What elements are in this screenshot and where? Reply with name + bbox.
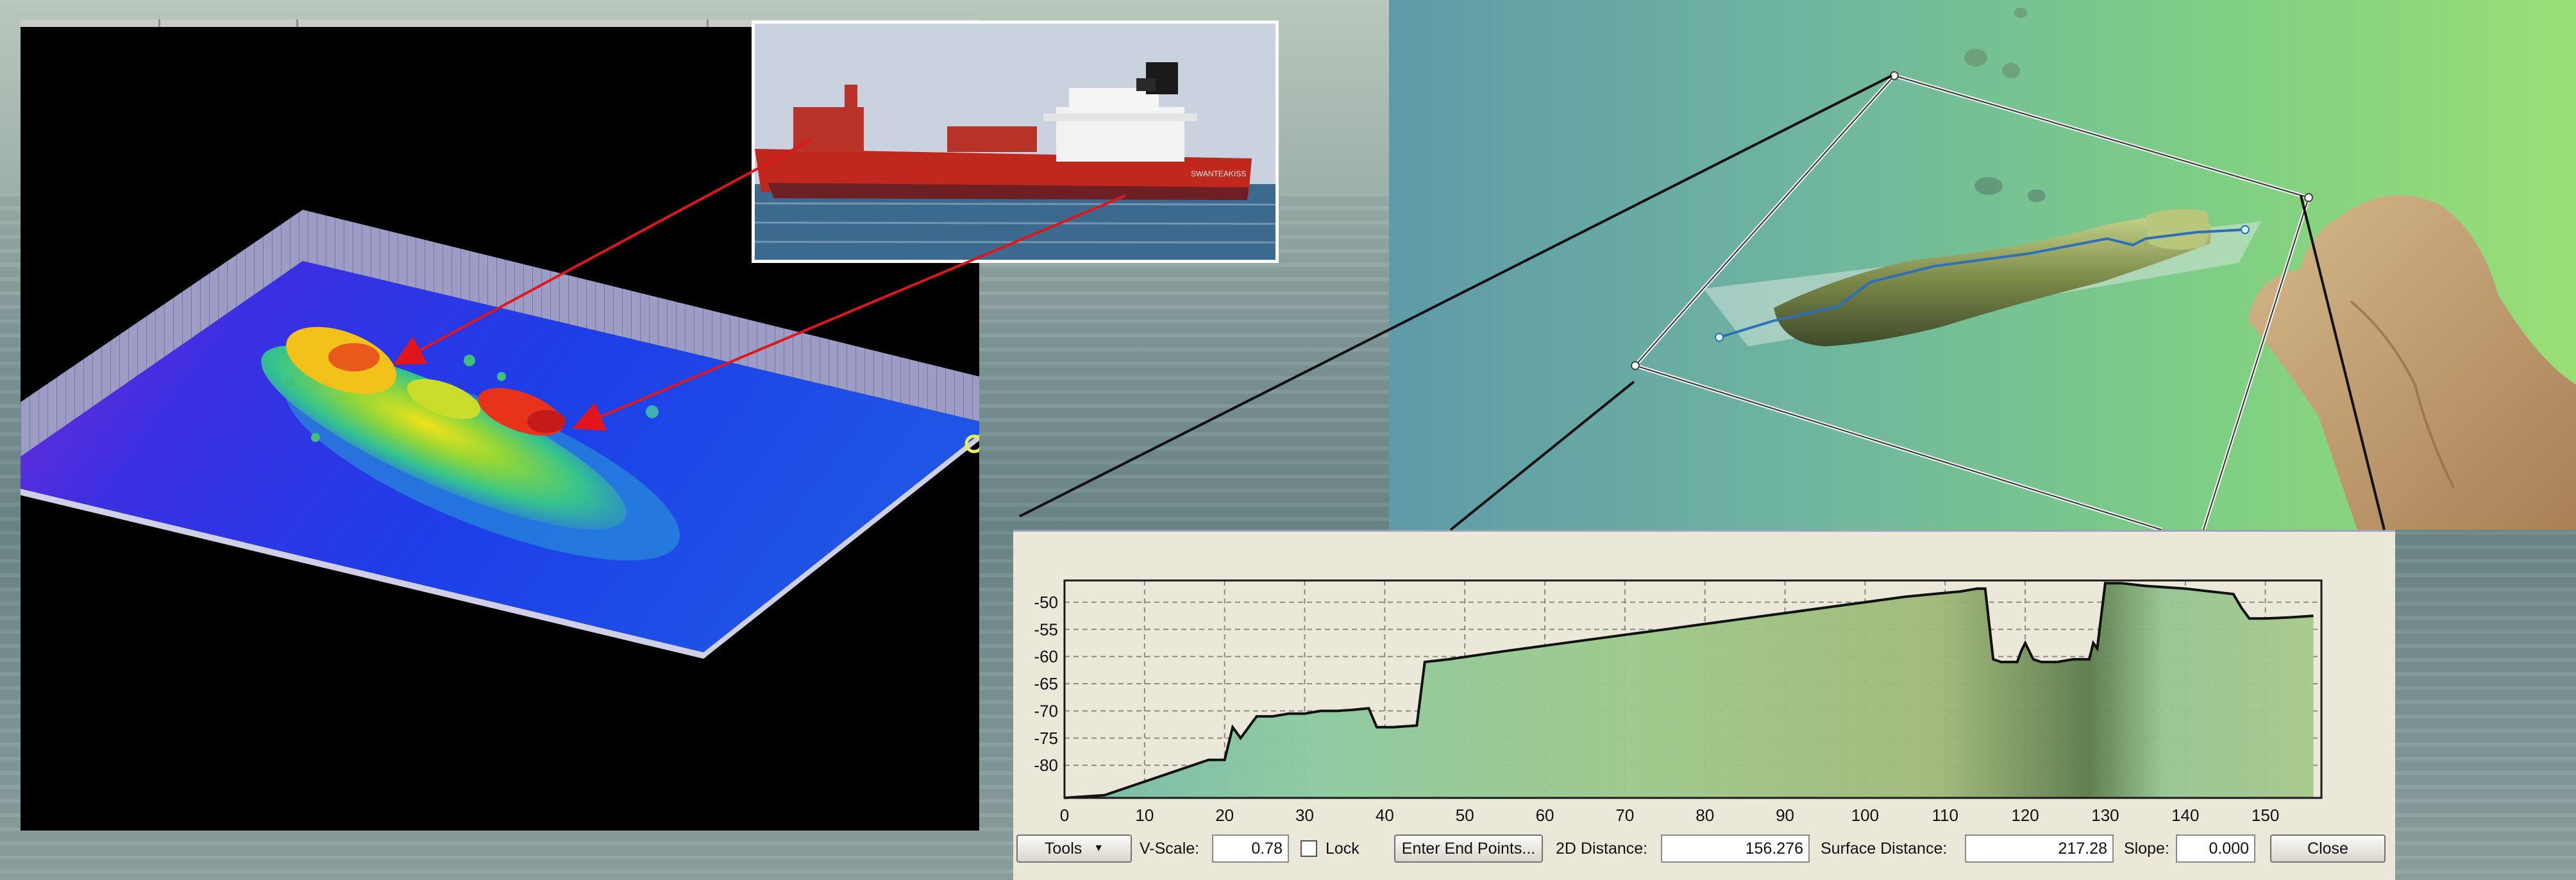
x-tick-label: 0: [1060, 806, 1069, 825]
profile-chart: 0 10 20 30 40 50 60 70 80 90 100 110 120 130 140 150 -5…: [1034, 579, 2323, 825]
close-button[interactable]: Close: [2270, 834, 2386, 863]
x-tick-label: 130: [2091, 806, 2119, 825]
x-tick-label: 80: [1696, 806, 1714, 825]
x-tick-label: 10: [1135, 806, 1154, 825]
x-tick-label: 100: [1851, 806, 1879, 825]
vscale-label: V-Scale:: [1140, 840, 1200, 858]
hull-text: SWANTEAKISS: [1191, 169, 1246, 178]
surface-distance-label: Surface Distance:: [1821, 840, 1948, 858]
x-tick-label: 70: [1615, 806, 1634, 825]
distance-2d-label: 2D Distance:: [1556, 840, 1648, 858]
y-tick-label: -50: [1034, 593, 1058, 612]
dropdown-arrow-icon: ▼: [1093, 843, 1104, 854]
y-axis-ticks: -50 -55 -60 -65 -70 -75 -80: [1034, 593, 1058, 775]
y-tick-label: -70: [1034, 701, 1058, 720]
tools-dropdown[interactable]: Tools ▼: [1016, 834, 1132, 863]
enter-end-points-button[interactable]: Enter End Points...: [1394, 834, 1543, 863]
window-top-strip: [21, 19, 979, 28]
x-tick-label: 150: [2252, 806, 2279, 825]
x-tick-label: 20: [1215, 806, 1234, 825]
x-tick-label: 40: [1376, 806, 1394, 825]
lock-label: Lock: [1326, 840, 1360, 858]
surface-distance-field[interactable]: 217.28: [1965, 834, 2114, 863]
x-tick-label: 120: [2011, 806, 2039, 825]
x-tick-label: 30: [1295, 806, 1314, 825]
x-tick-label: 50: [1456, 806, 1474, 825]
profile-line: [1064, 582, 2314, 799]
bathymetry-map[interactable]: [1389, 0, 2576, 530]
ship-photo-render: SWANTEAKISS: [755, 24, 1275, 260]
profile-panel: 0 10 20 30 40 50 60 70 80 90 100 110 120 130 140 150 -5…: [1013, 530, 2395, 880]
plot-frame: [1063, 579, 2323, 799]
bathymetry-map-render: [1389, 0, 2576, 530]
lock-checkbox[interactable]: [1301, 840, 1317, 857]
x-tick-label: 60: [1536, 806, 1554, 825]
y-tick-label: -60: [1034, 647, 1058, 666]
profile-toolbar: Tools ▼ V-Scale: 0.78 Lock Enter End Poi…: [1013, 834, 2395, 870]
y-tick-label: -65: [1034, 674, 1058, 693]
y-tick-label: -75: [1034, 729, 1058, 748]
slope-label: Slope:: [2124, 840, 2169, 858]
slope-field[interactable]: 0.000: [2176, 834, 2255, 863]
profile-area: [1065, 583, 2314, 798]
x-tick-label: 90: [1776, 806, 1794, 825]
distance-2d-field[interactable]: 156.276: [1661, 834, 1810, 863]
y-tick-label: -55: [1034, 620, 1058, 639]
ship-photo: SWANTEAKISS: [752, 21, 1279, 263]
tools-label: Tools: [1044, 839, 1082, 858]
y-tick-label: -80: [1034, 756, 1058, 775]
x-axis-ticks: 0 10 20 30 40 50 60 70 80 90 100 110 120 130 140 150: [1060, 806, 2280, 825]
x-tick-label: 110: [1932, 806, 1958, 825]
x-tick-label: 140: [2171, 806, 2199, 825]
vscale-input[interactable]: 0.78: [1212, 834, 1289, 863]
